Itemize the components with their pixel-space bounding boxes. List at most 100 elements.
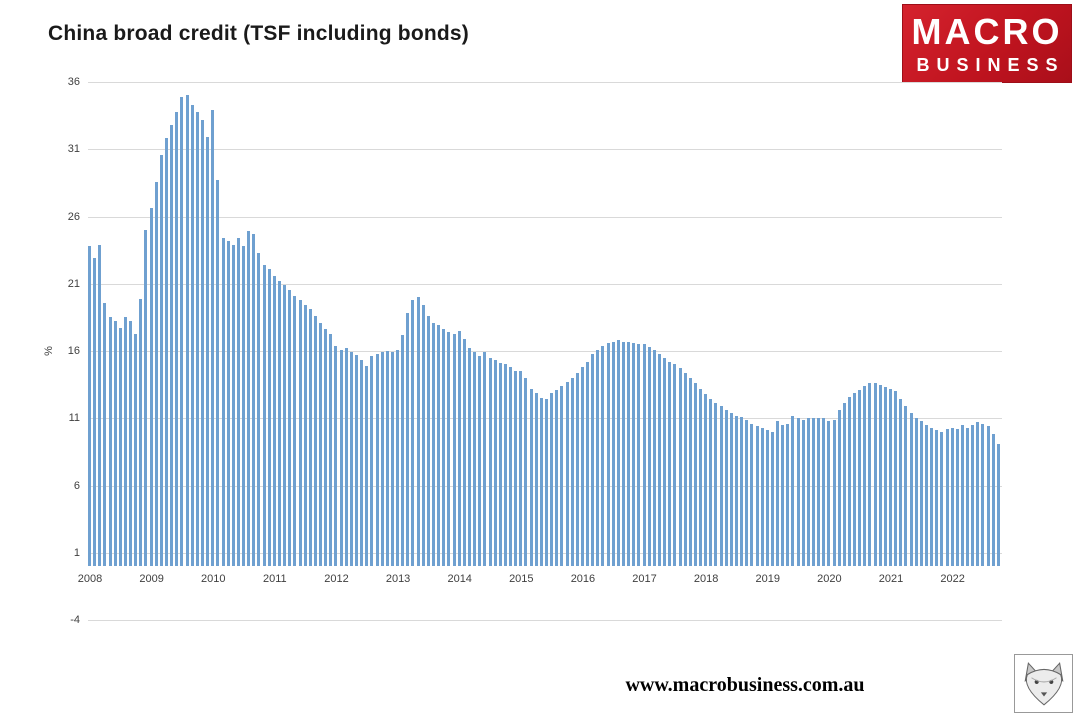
- bar: [355, 355, 358, 567]
- bar: [591, 353, 595, 567]
- bar: [812, 418, 815, 567]
- bar: [385, 351, 389, 567]
- bar: [534, 392, 538, 567]
- bar: [262, 264, 266, 567]
- bar: [930, 427, 934, 567]
- bar: [411, 299, 415, 567]
- bar: [858, 390, 862, 567]
- bar: [873, 383, 877, 567]
- bar: [303, 305, 307, 567]
- bar: [493, 360, 497, 567]
- bar: [729, 412, 733, 567]
- bar: [786, 423, 790, 567]
- bar: [560, 385, 564, 567]
- bar: [334, 345, 338, 567]
- bar: [396, 349, 400, 567]
- bar: [565, 381, 569, 567]
- bar: [642, 344, 646, 567]
- bar: [632, 342, 636, 567]
- bar: [663, 357, 667, 567]
- bar: [914, 418, 918, 567]
- bar: [606, 342, 610, 567]
- bar: [806, 418, 810, 567]
- x-tick-label: 2017: [632, 573, 657, 586]
- bar: [401, 334, 405, 567]
- bar: [370, 356, 374, 567]
- bar: [339, 349, 343, 567]
- x-tick-label: 2012: [324, 573, 349, 586]
- bar: [103, 302, 107, 567]
- bar: [986, 426, 990, 567]
- bar: [509, 367, 513, 567]
- bar: [206, 137, 210, 567]
- bar: [652, 349, 656, 567]
- bar: [437, 325, 441, 567]
- gridline: [88, 351, 1002, 352]
- bar: [883, 387, 887, 567]
- bar: [765, 430, 769, 567]
- x-tick-label: 2019: [755, 573, 781, 586]
- gridline: [88, 216, 1002, 218]
- bar: [889, 388, 893, 567]
- y-tick-label: -4: [70, 614, 80, 626]
- bar: [421, 305, 425, 567]
- bar: [462, 338, 466, 567]
- bar: [442, 329, 446, 567]
- bar: [817, 418, 821, 567]
- bar: [473, 352, 477, 567]
- bar: [159, 154, 163, 567]
- bar: [293, 295, 297, 567]
- bar: [909, 412, 913, 567]
- bar: [878, 384, 882, 567]
- bar: [960, 424, 964, 567]
- bar: [616, 340, 620, 567]
- x-tick-label: 2020: [817, 573, 842, 586]
- bar: [996, 443, 1000, 567]
- bar: [514, 371, 518, 567]
- x-tick-label: 2010: [200, 573, 226, 586]
- bar: [719, 406, 723, 567]
- logo-text-business: BUSINESS: [916, 54, 1065, 75]
- bar: [503, 364, 507, 567]
- bar: [165, 138, 169, 567]
- y-tick-label: 31: [67, 143, 80, 156]
- bar: [149, 208, 153, 567]
- bar: [483, 352, 487, 567]
- bar: [529, 388, 533, 567]
- bar: [781, 424, 785, 567]
- bar: [93, 258, 97, 567]
- bar: [555, 390, 559, 567]
- bar: [98, 244, 102, 567]
- bar: [247, 231, 251, 567]
- x-tick-label: 2011: [263, 573, 287, 586]
- bar: [488, 357, 492, 567]
- x-tick-label: 2013: [385, 573, 411, 586]
- bar: [842, 403, 846, 567]
- bar: [452, 333, 456, 567]
- bar: [935, 430, 939, 567]
- bar: [113, 321, 117, 567]
- bar: [950, 427, 954, 567]
- bar: [283, 285, 287, 567]
- y-tick-label: 26: [67, 210, 80, 223]
- bar: [940, 431, 944, 567]
- bar: [601, 345, 605, 567]
- bar: [195, 111, 199, 567]
- bar: [539, 398, 543, 567]
- gridline: [88, 149, 1002, 151]
- y-tick-label: 16: [67, 345, 80, 357]
- bar: [868, 383, 872, 567]
- bar: [734, 415, 738, 567]
- bar: [699, 388, 703, 567]
- y-tick-label: 36: [67, 76, 80, 88]
- bar: [745, 419, 749, 567]
- bar: [750, 423, 754, 567]
- bar: [175, 111, 179, 567]
- bar: [704, 394, 708, 567]
- bar: [252, 233, 256, 567]
- bar: [740, 416, 744, 567]
- bar: [586, 361, 590, 567]
- bar: [185, 95, 189, 567]
